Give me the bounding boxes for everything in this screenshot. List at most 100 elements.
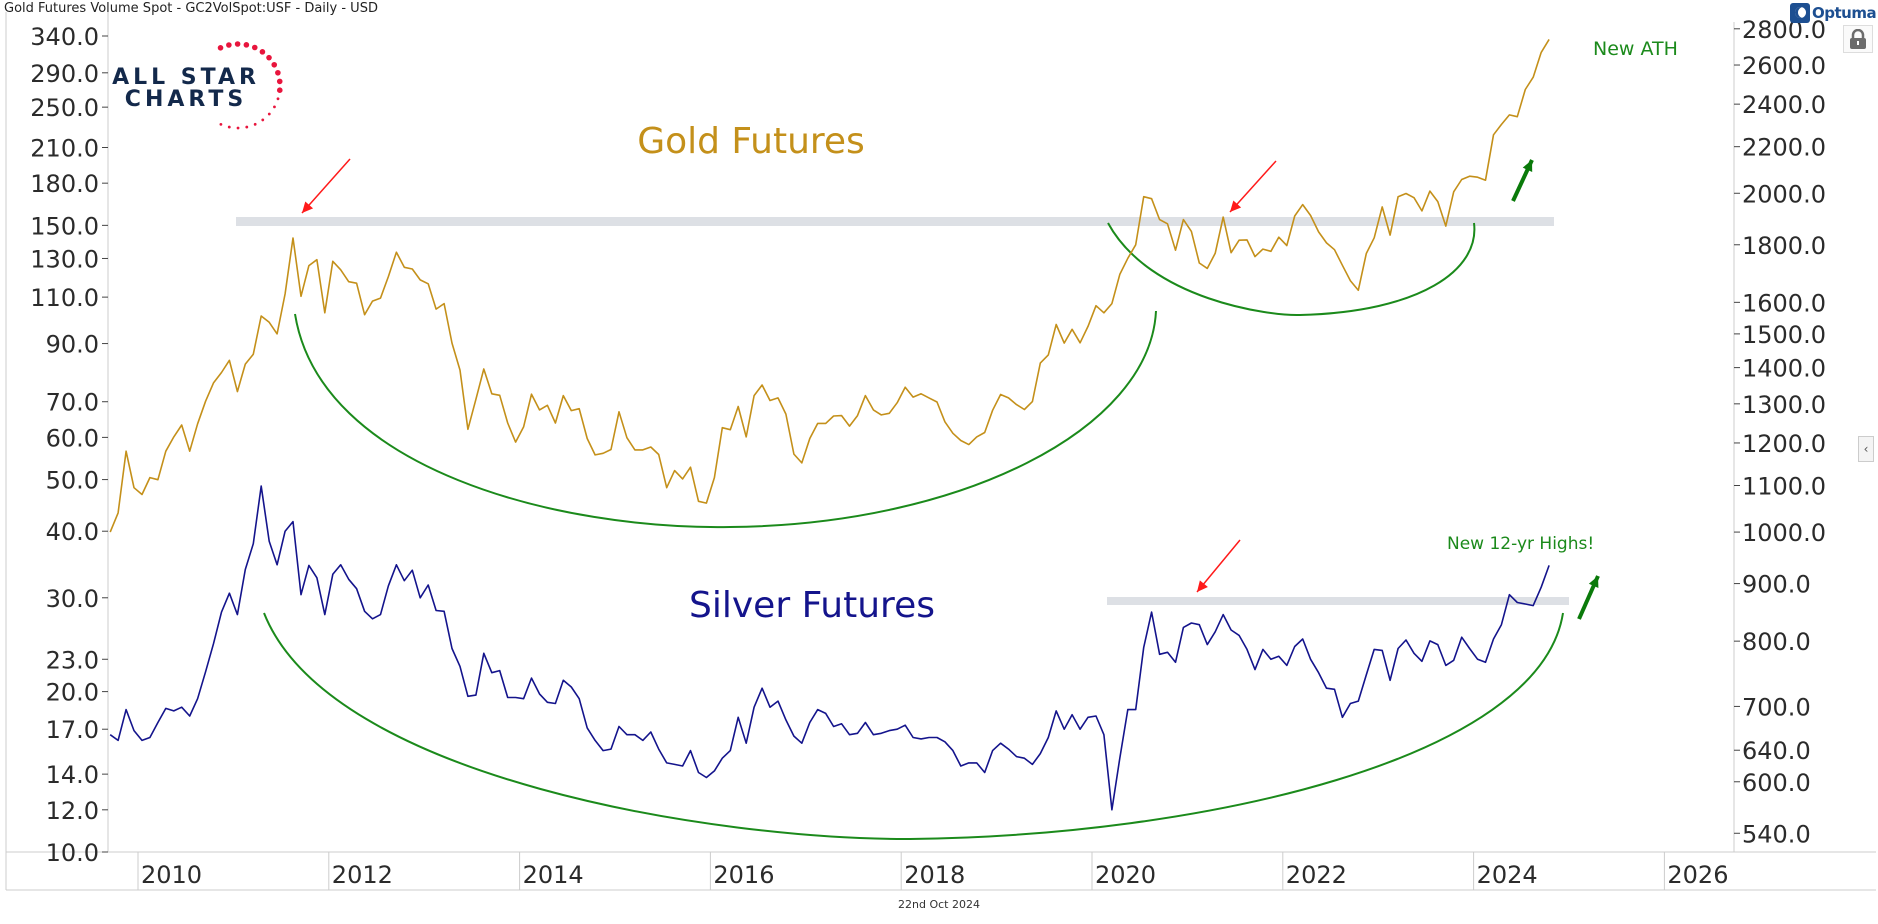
chart-frame (5, 12, 1876, 891)
logo-star (275, 69, 281, 76)
red-arrow-gold-2020-head (1230, 200, 1242, 212)
silver-price-line (109, 485, 1550, 811)
x-axis-tick-label: 2012 (332, 861, 393, 889)
logo-star (236, 126, 240, 130)
silver-futures-label: Silver Futures (689, 585, 935, 626)
red-arrow-gold-2020 (1229, 160, 1277, 213)
logo-star (261, 118, 265, 122)
right-axis-tick-label: 640.0 (1742, 737, 1811, 765)
logo-star (219, 122, 223, 126)
red-arrow-gold-2011-head (302, 201, 314, 213)
left-axis-tick-label: 250.0 (30, 94, 99, 122)
x-axis-tick-label: 2010 (141, 861, 202, 889)
right-axis-tick-label: 2600.0 (1742, 52, 1826, 80)
base-arcs (263, 222, 1564, 841)
right-axis-tick-label: 1600.0 (1742, 289, 1826, 317)
logo-star (227, 125, 231, 129)
right-axis-tick-label: 900.0 (1742, 571, 1811, 599)
logo-line2: CHARTS (125, 87, 247, 112)
green-arrow-gold-head (1522, 160, 1533, 172)
right-axis-tick-label: 800.0 (1742, 628, 1811, 656)
x-axis-tick-label: 2018 (904, 861, 965, 889)
gold-long-base-arc (294, 310, 1157, 529)
logo-star (273, 105, 276, 109)
x-axis-tick-label: 2024 (1477, 861, 1538, 889)
left-axis-tick-label: 290.0 (30, 60, 99, 88)
logo-star (234, 41, 241, 47)
left-axis-tick-label: 12.0 (46, 797, 99, 825)
date-label: 22nd Oct 2024 (898, 898, 980, 911)
logo-star (276, 87, 283, 93)
price-series (109, 38, 1550, 811)
right-axis-tick-label: 2200.0 (1742, 134, 1826, 162)
right-axis-tick-label: 2000.0 (1742, 180, 1826, 208)
right-axis-tick-label: 700.0 (1742, 693, 1811, 721)
logo-star (245, 125, 249, 129)
right-axis-tick-label: 540.0 (1742, 820, 1811, 848)
silver-base-arc (263, 612, 1564, 841)
left-axis-tick-label: 40.0 (46, 518, 99, 546)
logo-star (276, 97, 280, 101)
chart-title: Gold Futures Volume Spot - GC2VolSpot:US… (4, 1, 378, 16)
logo-star (251, 44, 258, 51)
left-axis-tick-label: 20.0 (46, 679, 99, 707)
annotation-arrows (301, 158, 1600, 620)
right-axis-tick-label: 1400.0 (1742, 355, 1826, 383)
x-axis-tick-label: 2016 (713, 861, 774, 889)
gold-price-line (109, 38, 1550, 533)
logo-star (276, 78, 283, 85)
logo-star (226, 42, 232, 48)
left-axis-tick-label: 130.0 (30, 245, 99, 273)
new-12yr-highs-note: New 12-yr Highs! (1447, 534, 1594, 554)
left-axis-tick-label: 17.0 (46, 716, 99, 744)
left-axis-tick-label: 30.0 (46, 585, 99, 613)
silver-resistance-band (1107, 597, 1569, 605)
right-axis-tick-label: 600.0 (1742, 769, 1811, 797)
logo-star (267, 112, 271, 116)
left-axis-tick-label: 110.0 (30, 284, 99, 312)
resistance-bands (236, 217, 1569, 605)
right-axis-tick-label: 1800.0 (1742, 232, 1826, 260)
collapse-panel-button[interactable]: ‹ (1858, 436, 1874, 462)
left-axis-tick-label: 90.0 (46, 331, 99, 359)
gold-resistance-band (236, 217, 1554, 226)
right-axis-tick-label: 1000.0 (1742, 519, 1826, 547)
optuma-wordmark: Optuma (1812, 4, 1877, 22)
gold-futures-label: Gold Futures (637, 121, 865, 162)
chevron-left-icon: ‹ (1863, 442, 1869, 456)
right-axis-tick-label: 1100.0 (1742, 472, 1826, 500)
lock-icon (1850, 29, 1866, 49)
right-axis-tick-label: 2400.0 (1742, 91, 1826, 119)
logo-star (271, 61, 278, 68)
left-axis-tick-label: 180.0 (30, 170, 99, 198)
logo-star (266, 54, 272, 61)
left-axis-tick-label: 210.0 (30, 134, 99, 162)
new-ath-note: New ATH (1593, 38, 1678, 60)
right-axis-tick-label: 1500.0 (1742, 321, 1826, 349)
x-axis-tick-label: 2014 (523, 861, 584, 889)
logo-star (259, 49, 266, 55)
left-axis-tick-label: 150.0 (30, 212, 99, 240)
logo-star (253, 122, 257, 126)
red-arrow-gold-2011 (301, 158, 351, 214)
optuma-mark-icon (1790, 3, 1810, 23)
left-axis-tick-label: 50.0 (46, 467, 99, 495)
green-arrow-silver-head (1588, 576, 1599, 588)
x-axis-tick-label: 2026 (1667, 861, 1728, 889)
right-axis-tick-label: 1200.0 (1742, 430, 1826, 458)
x-axis-tick-label: 2022 (1286, 861, 1347, 889)
logo-line1: ALL STAR (112, 65, 260, 90)
lock-button[interactable] (1843, 25, 1873, 53)
right-axis-tick-label: 2800.0 (1742, 16, 1826, 44)
optuma-logo: Optuma (1790, 2, 1877, 24)
left-axis-tick-label: 14.0 (46, 761, 99, 789)
red-arrow-silver-2020-head (1197, 580, 1208, 592)
x-axis-tick-label: 2020 (1095, 861, 1156, 889)
left-axis-tick-label: 340.0 (30, 23, 99, 51)
left-axis-tick-label: 23.0 (46, 646, 99, 674)
gold-short-base-arc (1107, 222, 1476, 317)
logo-star (217, 45, 224, 51)
right-axis-tick-label: 1300.0 (1742, 391, 1826, 419)
